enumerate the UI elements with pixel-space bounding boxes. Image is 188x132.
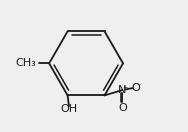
- Text: +: +: [122, 85, 127, 91]
- Text: CH₃: CH₃: [16, 58, 37, 68]
- Text: O: O: [131, 83, 140, 93]
- Text: N: N: [118, 85, 127, 95]
- Text: O: O: [118, 103, 127, 113]
- Text: OH: OH: [60, 104, 77, 114]
- Text: ⁻: ⁻: [136, 82, 141, 91]
